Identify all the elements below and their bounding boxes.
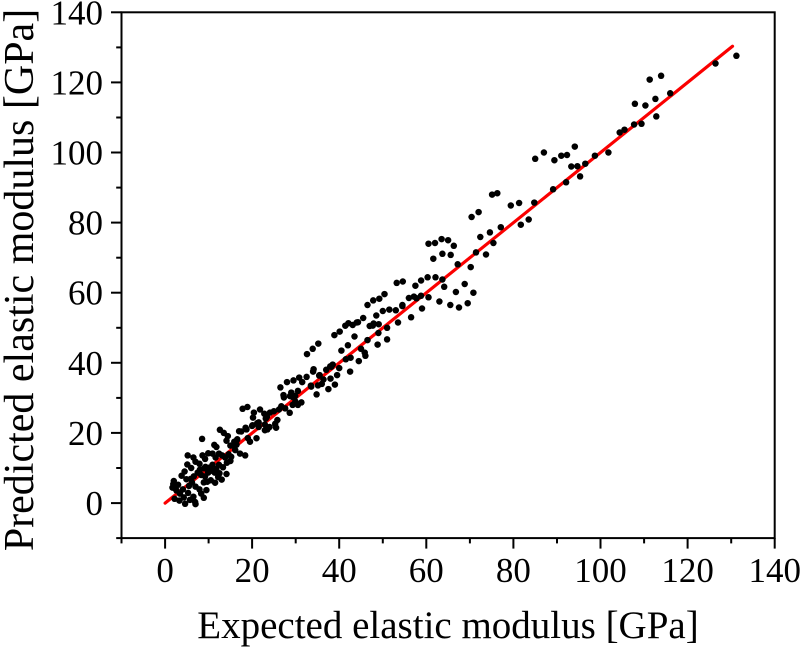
svg-text:0: 0 [86,484,104,523]
svg-text:40: 40 [322,551,357,590]
svg-text:20: 20 [235,551,270,590]
svg-text:40: 40 [68,344,103,383]
svg-text:140: 140 [748,551,800,590]
svg-text:60: 60 [68,274,103,313]
svg-text:0: 0 [156,551,174,590]
svg-text:80: 80 [496,551,531,590]
svg-text:Expected elastic modulus [GPa]: Expected elastic modulus [GPa] [197,604,698,647]
svg-text:140: 140 [51,0,104,32]
svg-text:Predicted elastic modulus [GPa: Predicted elastic modulus [GPa] [0,9,43,551]
svg-text:120: 120 [51,63,104,102]
svg-text:60: 60 [409,551,444,590]
svg-text:100: 100 [574,551,627,590]
svg-text:20: 20 [68,414,103,453]
svg-text:120: 120 [661,551,714,590]
svg-text:80: 80 [68,204,103,243]
svg-text:100: 100 [51,134,104,173]
